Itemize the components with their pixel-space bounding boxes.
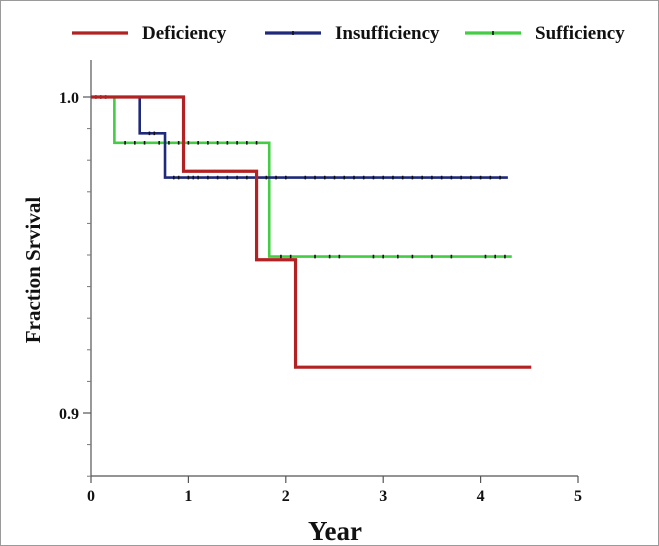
legend-item-sufficiency: Sufficiency [465, 23, 625, 44]
y-ticks: 0.9 1.0 [59, 90, 91, 477]
legend-item-deficiency: Deficiency [72, 23, 227, 44]
axes [90, 60, 578, 477]
legend: Deficiency Insufficiency Sufficiency [72, 23, 625, 44]
x-tick-label: 3 [379, 488, 387, 505]
legend-label: Insufficiency [335, 23, 440, 44]
x-ticks: 0 1 2 3 4 5 [87, 476, 582, 505]
x-axis-title: Year [308, 516, 362, 546]
legend-label: Deficiency [142, 23, 227, 44]
x-tick-label: 2 [282, 488, 290, 505]
series-line-insufficiency [91, 95, 508, 179]
series-insufficiency [91, 95, 508, 180]
series-deficiency [91, 95, 532, 369]
x-tick-label: 0 [87, 488, 95, 505]
series-line-deficiency [91, 95, 532, 369]
x-tick-label: 1 [184, 488, 192, 505]
x-tick-label: 4 [477, 488, 485, 505]
legend-item-insufficiency: Insufficiency [265, 23, 440, 44]
y-tick-label: 1.0 [59, 90, 79, 107]
series-layer [91, 95, 532, 369]
legend-label: Sufficiency [535, 23, 625, 44]
y-axis-title: Fraction Srvival [21, 197, 45, 344]
x-tick-label: 5 [574, 488, 582, 505]
y-tick-label: 0.9 [59, 406, 79, 423]
